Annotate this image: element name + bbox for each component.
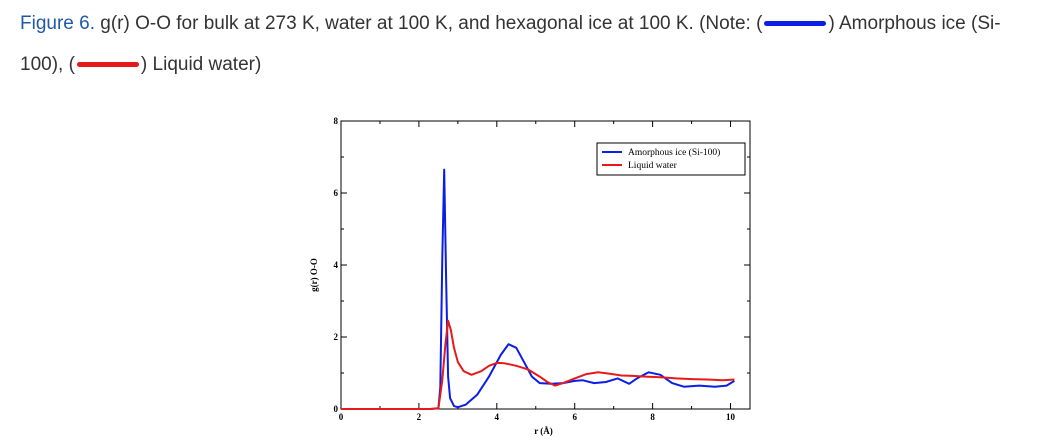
- x-tick-label: 10: [726, 412, 736, 422]
- x-tick-label: 6: [572, 412, 577, 422]
- figure-label: Figure 6.: [20, 13, 95, 34]
- x-tick-label: 0: [339, 412, 344, 422]
- x-tick-label: 8: [650, 412, 655, 422]
- legend-box: [596, 142, 746, 176]
- red-line-swatch-icon: [76, 62, 139, 68]
- caption-text-3: 100), (: [20, 54, 75, 75]
- x-tick-label: 4: [495, 412, 500, 422]
- y-tick-label: 4: [334, 260, 339, 270]
- series-line-1: [341, 319, 735, 410]
- caption-text-4: ) Liquid water): [140, 54, 262, 75]
- caption-text-2: ) Amorphous ice (Si-: [828, 13, 1001, 34]
- y-tick-label: 2: [334, 332, 339, 342]
- x-axis-label: r (Å): [534, 426, 553, 436]
- legend-label-0: Amorphous ice (Si-100): [628, 147, 720, 158]
- caption-line-2: 100), ( ) Liquid water): [20, 44, 1051, 85]
- caption-text-1: g(r) O-O for bulk at 273 K, water at 100…: [94, 13, 763, 34]
- y-axis-label: g(r) O-O: [309, 258, 319, 292]
- x-tick-label: 2: [417, 412, 422, 422]
- chart-legend: Amorphous ice (Si-100) Liquid water: [596, 142, 746, 176]
- y-tick-label: 0: [334, 404, 339, 414]
- caption-line-1: Figure 6. g(r) O-O for bulk at 273 K, wa…: [20, 3, 1051, 44]
- y-tick-label: 6: [334, 188, 339, 198]
- series-line-0: [341, 168, 735, 410]
- blue-line-swatch-icon: [764, 21, 827, 27]
- legend-label-1: Liquid water: [628, 161, 678, 171]
- figure-caption: Figure 6. g(r) O-O for bulk at 273 K, wa…: [20, 3, 1051, 85]
- y-tick-label: 8: [334, 116, 339, 126]
